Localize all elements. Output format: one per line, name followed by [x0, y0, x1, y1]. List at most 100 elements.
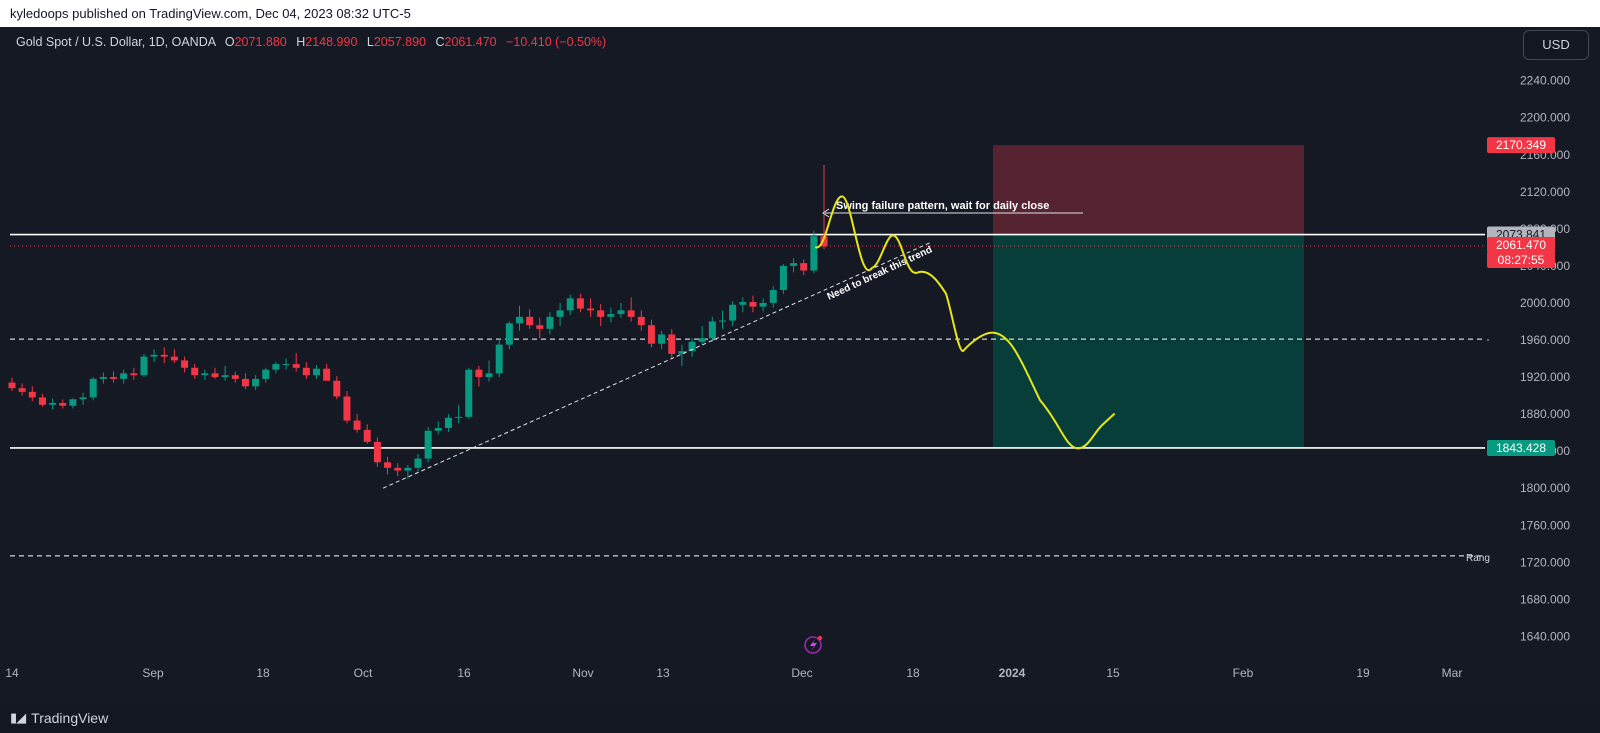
price-tick-label: 1760.000 — [1520, 518, 1570, 532]
open-label: O — [224, 35, 235, 49]
close-label: C — [435, 35, 445, 49]
flash-icon-bolt — [810, 639, 817, 651]
time-tick-label: Oct — [354, 666, 373, 680]
candle-body — [617, 310, 625, 315]
price-tick-label: 1880.000 — [1520, 407, 1570, 421]
candle-body — [444, 417, 452, 428]
candle-body — [465, 369, 473, 417]
candle-body — [89, 378, 97, 398]
price-tag-target-label: 1843.428 — [1496, 441, 1546, 455]
candle-body — [688, 341, 696, 352]
chart-frame[interactable] — [0, 27, 1600, 704]
candle-body — [160, 354, 168, 357]
price-tick-label: 2120.000 — [1520, 185, 1570, 199]
candle-body — [241, 378, 249, 387]
trendline — [382, 241, 933, 489]
price-tag-countdown-label: 08:27:55 — [1498, 253, 1545, 267]
candle-body — [607, 314, 615, 317]
candle-body — [353, 420, 361, 430]
candle-body — [455, 416, 463, 418]
candle-body — [790, 263, 798, 266]
candle-body — [49, 402, 57, 405]
price-tag-target — [1487, 439, 1555, 456]
time-tick-label: 18 — [906, 666, 920, 680]
time-tick-label: 2024 — [999, 666, 1026, 680]
candle-body — [627, 310, 635, 317]
symbol-legend: Gold Spot / U.S. Dollar, 1D, OANDA O2071… — [16, 35, 606, 49]
candle-body — [333, 380, 341, 397]
candle-body — [373, 441, 381, 463]
stop-loss-zone — [993, 145, 1304, 235]
candle-body — [18, 388, 26, 392]
candle-body — [323, 368, 331, 381]
tradingview-logo-icon: ▮◢ — [10, 710, 26, 725]
candle-body — [587, 308, 595, 311]
candle-body — [759, 302, 767, 307]
candle-body — [313, 368, 320, 376]
drawings[interactable]: Swing failure pattern, wait for daily cl… — [382, 195, 1490, 564]
tradingview-brand[interactable]: ▮◢ TradingView — [10, 707, 108, 729]
candle-body — [546, 316, 554, 329]
candle-body — [181, 360, 189, 368]
candle-body — [505, 323, 513, 345]
candle-body — [698, 338, 706, 342]
candle-body — [566, 298, 574, 311]
candle-body — [191, 367, 199, 376]
candle-body — [262, 369, 270, 379]
publish-header: kyledoops published on TradingView.com, … — [0, 0, 1600, 27]
price-tag-last-label: 2061.470 — [1496, 238, 1546, 252]
candle-body — [69, 399, 77, 406]
flash-icon[interactable] — [804, 635, 823, 654]
price-chart[interactable]: Swing failure pattern, wait for daily cl… — [0, 0, 1600, 704]
candle-body — [363, 429, 371, 442]
candle-body — [343, 396, 351, 421]
price-tag-stop — [1487, 137, 1555, 154]
price-tag-last — [1487, 237, 1555, 254]
symbol-name: Gold Spot / U.S. Dollar, 1D, OANDA — [16, 35, 216, 49]
candles — [8, 164, 828, 479]
candle-body — [749, 302, 757, 307]
candle-body — [170, 356, 178, 361]
candle-body — [810, 236, 818, 271]
projection-path — [815, 195, 1115, 450]
candle-body — [556, 310, 564, 317]
currency-button[interactable]: USD — [1523, 30, 1589, 60]
candle-body — [516, 316, 523, 324]
high-value: 2148.990 — [305, 35, 358, 49]
horizontal-lines[interactable] — [10, 233, 1485, 557]
candle-body — [38, 397, 46, 405]
candle-body — [647, 325, 655, 344]
flash-icon-ring — [804, 636, 822, 654]
candle-body — [231, 375, 239, 379]
candle-body — [8, 382, 16, 389]
candle-body — [597, 310, 605, 317]
candle-body — [130, 373, 138, 376]
time-tick-label: 19 — [1356, 666, 1370, 680]
price-tick-label: 2000.000 — [1520, 296, 1570, 310]
candle-body — [526, 316, 534, 326]
price-tick-label: 1680.000 — [1520, 592, 1570, 606]
time-tick-label: Feb — [1233, 666, 1254, 680]
time-tick-label: 14 — [5, 666, 19, 680]
candle-body — [708, 321, 716, 339]
candle-body — [678, 351, 686, 354]
candle-body — [719, 320, 726, 322]
candle-body — [495, 344, 503, 374]
candle-body — [140, 356, 148, 376]
candle-body — [110, 377, 117, 379]
candle-body — [434, 427, 442, 431]
candle-body — [668, 334, 676, 354]
candle-body — [820, 236, 828, 247]
candle-body — [302, 367, 310, 376]
low-label: L — [366, 35, 374, 49]
price-tick-label: 1920.000 — [1520, 370, 1570, 384]
time-axis[interactable]: 14 Sep 18 Oct 16 Nov 13 Dec 18 2024 15 Feb 19 Mar — [5, 666, 1462, 680]
flash-icon-dot — [817, 635, 823, 641]
candle-body — [536, 325, 544, 329]
price-axis[interactable]: 2240.0002200.0002160.0002120.0002080.000… — [1487, 74, 1570, 644]
price-tick-label: 2240.000 — [1520, 74, 1570, 88]
position-tool[interactable] — [993, 145, 1304, 448]
time-tick-label: Nov — [572, 666, 593, 680]
candle-body — [59, 402, 67, 406]
candle-body — [769, 289, 777, 303]
